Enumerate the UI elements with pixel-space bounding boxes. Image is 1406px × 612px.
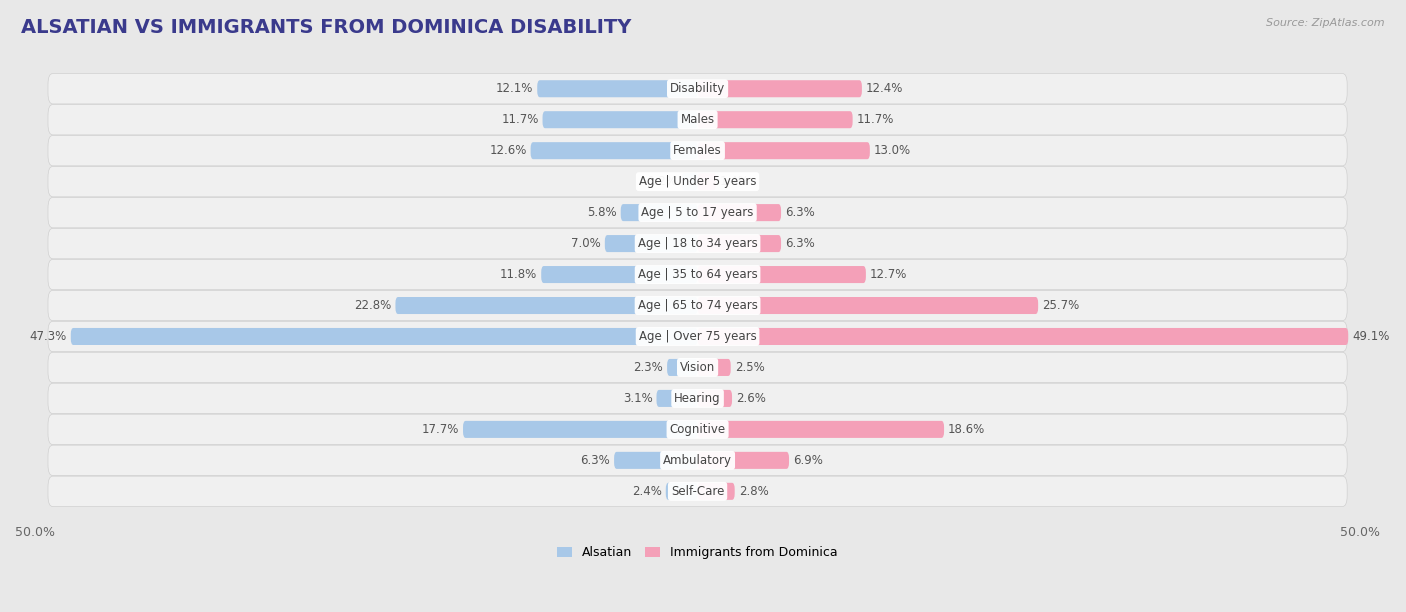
FancyBboxPatch shape: [48, 476, 1347, 507]
FancyBboxPatch shape: [48, 105, 1347, 135]
Text: 6.3%: 6.3%: [785, 206, 815, 219]
Text: 2.6%: 2.6%: [735, 392, 766, 405]
FancyBboxPatch shape: [682, 173, 697, 190]
Text: Self-Care: Self-Care: [671, 485, 724, 498]
FancyBboxPatch shape: [697, 390, 733, 407]
Text: Source: ZipAtlas.com: Source: ZipAtlas.com: [1267, 18, 1385, 28]
FancyBboxPatch shape: [697, 359, 731, 376]
FancyBboxPatch shape: [48, 445, 1347, 476]
FancyBboxPatch shape: [697, 173, 716, 190]
Text: 11.7%: 11.7%: [856, 113, 894, 126]
FancyBboxPatch shape: [48, 228, 1347, 259]
FancyBboxPatch shape: [463, 421, 697, 438]
Text: 3.1%: 3.1%: [623, 392, 652, 405]
Text: 1.2%: 1.2%: [648, 175, 678, 188]
FancyBboxPatch shape: [70, 328, 697, 345]
FancyBboxPatch shape: [48, 321, 1347, 352]
Text: Males: Males: [681, 113, 714, 126]
Text: Disability: Disability: [669, 82, 725, 95]
FancyBboxPatch shape: [697, 266, 866, 283]
FancyBboxPatch shape: [697, 204, 782, 221]
Text: Vision: Vision: [681, 361, 716, 374]
Legend: Alsatian, Immigrants from Dominica: Alsatian, Immigrants from Dominica: [553, 541, 842, 564]
Text: 12.1%: 12.1%: [496, 82, 533, 95]
Text: Age | 35 to 64 years: Age | 35 to 64 years: [638, 268, 758, 281]
Text: 22.8%: 22.8%: [354, 299, 391, 312]
FancyBboxPatch shape: [697, 80, 862, 97]
Text: 11.7%: 11.7%: [501, 113, 538, 126]
FancyBboxPatch shape: [697, 142, 870, 159]
Text: 2.4%: 2.4%: [631, 485, 662, 498]
Text: 13.0%: 13.0%: [873, 144, 911, 157]
Text: 6.3%: 6.3%: [785, 237, 815, 250]
FancyBboxPatch shape: [697, 235, 782, 252]
Text: 6.9%: 6.9%: [793, 454, 823, 467]
Text: Age | Under 5 years: Age | Under 5 years: [638, 175, 756, 188]
Text: Age | 18 to 34 years: Age | 18 to 34 years: [638, 237, 758, 250]
FancyBboxPatch shape: [541, 266, 697, 283]
FancyBboxPatch shape: [697, 483, 735, 500]
FancyBboxPatch shape: [395, 297, 697, 314]
Text: 49.1%: 49.1%: [1353, 330, 1389, 343]
FancyBboxPatch shape: [48, 290, 1347, 321]
FancyBboxPatch shape: [697, 297, 1038, 314]
FancyBboxPatch shape: [537, 80, 697, 97]
Text: Age | 65 to 74 years: Age | 65 to 74 years: [638, 299, 758, 312]
Text: 12.4%: 12.4%: [866, 82, 903, 95]
Text: Age | 5 to 17 years: Age | 5 to 17 years: [641, 206, 754, 219]
Text: 6.3%: 6.3%: [581, 454, 610, 467]
Text: 2.3%: 2.3%: [633, 361, 664, 374]
FancyBboxPatch shape: [666, 483, 697, 500]
FancyBboxPatch shape: [48, 135, 1347, 166]
FancyBboxPatch shape: [697, 328, 1348, 345]
Text: 47.3%: 47.3%: [30, 330, 67, 343]
FancyBboxPatch shape: [48, 414, 1347, 444]
Text: 18.6%: 18.6%: [948, 423, 986, 436]
Text: ALSATIAN VS IMMIGRANTS FROM DOMINICA DISABILITY: ALSATIAN VS IMMIGRANTS FROM DOMINICA DIS…: [21, 18, 631, 37]
FancyBboxPatch shape: [48, 198, 1347, 228]
Text: 2.8%: 2.8%: [738, 485, 769, 498]
FancyBboxPatch shape: [543, 111, 697, 129]
FancyBboxPatch shape: [666, 359, 697, 376]
FancyBboxPatch shape: [48, 383, 1347, 414]
FancyBboxPatch shape: [697, 421, 943, 438]
FancyBboxPatch shape: [530, 142, 697, 159]
FancyBboxPatch shape: [657, 390, 697, 407]
Text: 25.7%: 25.7%: [1042, 299, 1080, 312]
Text: 17.7%: 17.7%: [422, 423, 458, 436]
FancyBboxPatch shape: [697, 111, 852, 129]
Text: Hearing: Hearing: [675, 392, 721, 405]
Text: 1.4%: 1.4%: [720, 175, 749, 188]
FancyBboxPatch shape: [614, 452, 697, 469]
Text: 5.8%: 5.8%: [588, 206, 617, 219]
Text: Age | Over 75 years: Age | Over 75 years: [638, 330, 756, 343]
Text: Cognitive: Cognitive: [669, 423, 725, 436]
Text: Ambulatory: Ambulatory: [664, 454, 733, 467]
Text: 7.0%: 7.0%: [571, 237, 600, 250]
Text: 12.7%: 12.7%: [870, 268, 907, 281]
Text: 12.6%: 12.6%: [489, 144, 527, 157]
FancyBboxPatch shape: [48, 353, 1347, 382]
FancyBboxPatch shape: [48, 259, 1347, 289]
Text: Females: Females: [673, 144, 721, 157]
FancyBboxPatch shape: [697, 452, 789, 469]
FancyBboxPatch shape: [605, 235, 697, 252]
FancyBboxPatch shape: [48, 73, 1347, 104]
Text: 2.5%: 2.5%: [735, 361, 765, 374]
FancyBboxPatch shape: [48, 166, 1347, 197]
FancyBboxPatch shape: [620, 204, 697, 221]
Text: 11.8%: 11.8%: [501, 268, 537, 281]
